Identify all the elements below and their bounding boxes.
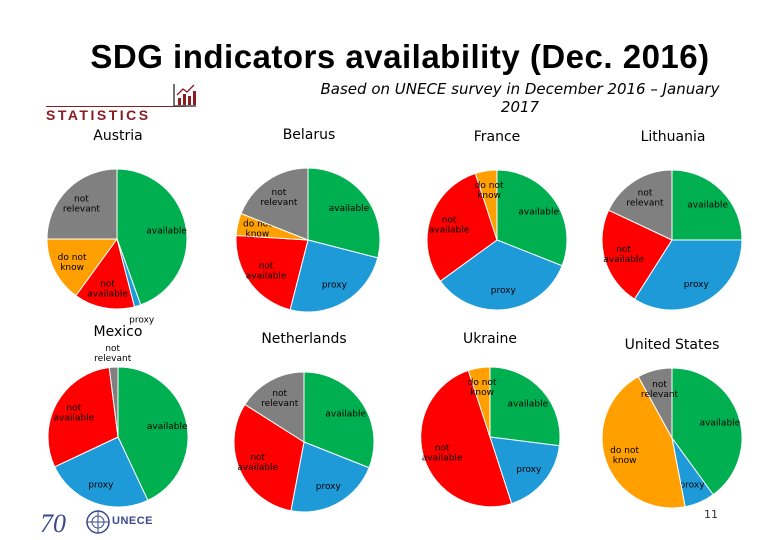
chart-title-ukraine: Ukraine xyxy=(463,331,517,347)
chart-title-mexico: Mexico xyxy=(94,324,143,340)
slice-not-available xyxy=(426,172,498,282)
slice-not-relevant xyxy=(240,167,309,241)
anniversary-number: 70 xyxy=(40,509,66,536)
slice-label-proxy: proxy xyxy=(322,281,348,291)
slice-not-relevant xyxy=(637,367,673,439)
pie-chart-belarus: Belarus available proxy not available do not k… xyxy=(235,127,381,313)
slice-label-do-not-know: do not know xyxy=(58,253,87,273)
pie-chart-netherlands: Netherlands available proxy not available not… xyxy=(233,331,375,513)
chart-title-austria: Austria xyxy=(93,128,142,144)
slice-proxy xyxy=(439,239,563,311)
pie-chart-ukraine: Ukraine available proxy not available do not k… xyxy=(420,331,561,508)
slice-available xyxy=(303,371,375,469)
slice-available xyxy=(117,366,189,502)
page-subtitle: Based on UNECE survey in December 2016 –… xyxy=(320,80,720,116)
slice-label-not-relevant: not relevant xyxy=(626,188,664,208)
pie-chart-lithuania: Lithuania available proxy not available not re… xyxy=(601,129,743,311)
slice-not-available xyxy=(601,209,673,300)
slice-label-proxy: proxy xyxy=(129,315,155,325)
chart-title-lithuania: Lithuania xyxy=(641,129,706,145)
slice-label-available: available xyxy=(325,410,366,420)
slice-do-not-know xyxy=(467,366,491,438)
slice-label-proxy: proxy xyxy=(88,480,114,490)
slice-not-available xyxy=(420,369,513,508)
slice-label-not-available: not available xyxy=(603,245,644,265)
slice-label-not-available: not available xyxy=(429,215,470,235)
slice-label-not-available: not available xyxy=(53,404,94,424)
slice-label-proxy: proxy xyxy=(684,280,710,290)
page-number: 11 xyxy=(704,508,718,521)
slice-do-not-know xyxy=(46,238,118,297)
slice-not-relevant xyxy=(46,168,118,240)
slice-label-not-relevant: not relevant xyxy=(261,389,299,409)
slice-label-available: available xyxy=(507,400,548,410)
slice-label-available: available xyxy=(146,226,187,236)
slice-label-do-not-know: do not know xyxy=(468,378,497,398)
slice-proxy xyxy=(290,441,370,513)
slice-not-relevant xyxy=(607,169,673,241)
slice-proxy xyxy=(489,436,561,505)
pie-chart-mexico: Mexico available proxy not available not relev… xyxy=(47,324,189,508)
slice-label-do-not-know: do not know xyxy=(243,220,272,240)
unece-70-logo-icon: 70 xyxy=(40,509,110,536)
pie-chart-united-states: United States available proxy do not know not… xyxy=(601,337,743,509)
slice-label-available: available xyxy=(518,208,559,218)
slice-label-available: available xyxy=(700,418,741,428)
slice-available xyxy=(671,169,743,241)
chart-title-united-states: United States xyxy=(625,337,720,353)
slice-do-not-know xyxy=(601,375,686,509)
slice-proxy xyxy=(289,239,379,313)
slice-label-available: available xyxy=(147,422,188,432)
slice-label-do-not-know: do not know xyxy=(475,181,504,201)
slice-label-available: available xyxy=(329,204,370,214)
brand-divider xyxy=(46,106,186,107)
slice-not-relevant xyxy=(108,366,119,438)
slice-available xyxy=(307,167,381,259)
slice-label-not-available: not available xyxy=(87,280,128,300)
chart-title-belarus: Belarus xyxy=(283,127,336,143)
slice-label-do-not-know: do not know xyxy=(610,446,639,466)
slice-proxy xyxy=(53,436,149,508)
slice-available xyxy=(116,168,188,306)
page-title: SDG indicators availability (Dec. 2016) xyxy=(90,38,710,75)
slice-label-not-available: not available xyxy=(246,262,287,282)
slice-available xyxy=(671,367,743,496)
slice-label-not-relevant: not relevant xyxy=(260,188,298,208)
slice-label-proxy: proxy xyxy=(316,482,342,492)
slice-label-available: available xyxy=(687,200,728,210)
slice-not-relevant xyxy=(244,371,305,443)
slice-label-not-available: not available xyxy=(422,444,463,464)
slice-label-not-relevant: not relevant xyxy=(94,344,132,364)
brand-label: STATISTICS xyxy=(46,107,151,123)
slice-available xyxy=(489,366,561,447)
slice-not-available xyxy=(75,237,136,310)
slice-label-not-available: not available xyxy=(237,453,278,473)
slice-label-not-relevant: not relevant xyxy=(641,380,679,400)
slice-label-not-relevant: not relevant xyxy=(63,194,101,214)
slice-not-available xyxy=(235,234,309,311)
slice-not-available xyxy=(47,366,119,468)
slice-do-not-know xyxy=(474,169,498,241)
slice-label-proxy: proxy xyxy=(679,480,705,490)
chart-title-netherlands: Netherlands xyxy=(261,331,346,347)
slice-label-proxy: proxy xyxy=(516,465,542,475)
org-label: UNECE xyxy=(112,515,154,527)
slice-label-proxy: proxy xyxy=(491,286,517,296)
statistics-chart-icon xyxy=(173,84,196,107)
chart-title-france: France xyxy=(474,129,521,145)
slice-available xyxy=(496,169,568,267)
